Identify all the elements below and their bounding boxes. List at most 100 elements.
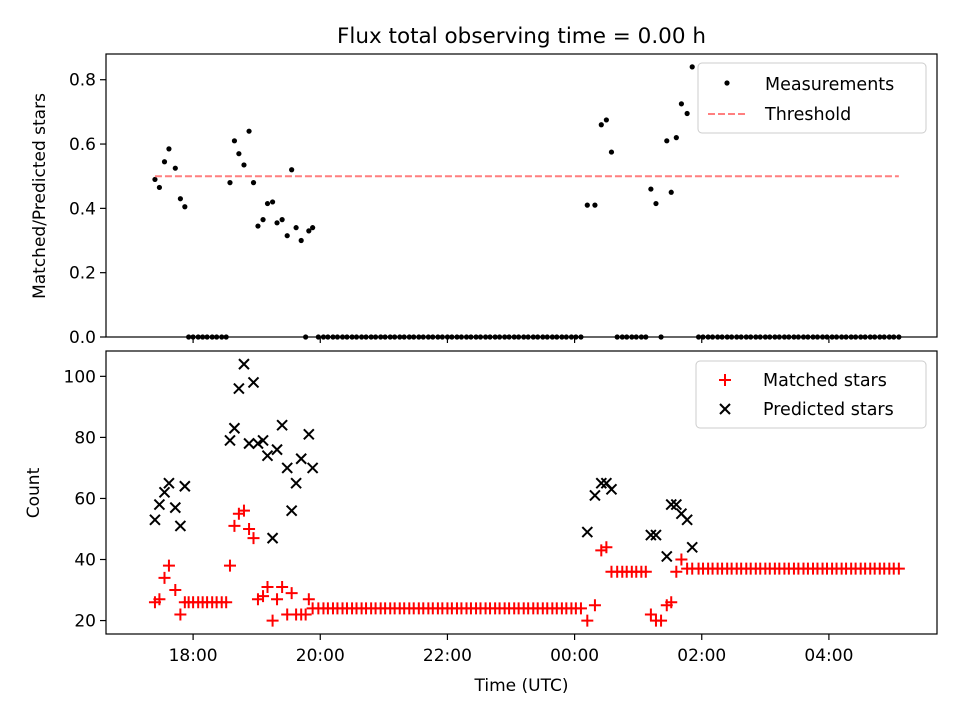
x-tick-label: 18:00 xyxy=(169,646,218,666)
matched-point xyxy=(276,580,289,593)
matched-point xyxy=(285,587,298,600)
top-y-axis-label: Matched/Predicted stars xyxy=(30,93,50,299)
x-tick-label: 02:00 xyxy=(677,646,726,666)
measurement-point xyxy=(161,159,168,165)
top-legend: Measurements Threshold xyxy=(697,62,927,134)
matched-point xyxy=(644,608,657,621)
predicted-point xyxy=(285,504,298,517)
x-tick-label: 00:00 xyxy=(550,646,599,666)
predicted-point xyxy=(153,498,166,511)
measurement-point xyxy=(279,217,285,223)
predicted-point xyxy=(158,486,171,499)
bottom-plot: 20 40 60 80 100 18:00 20:00 22:00 00:00 02:00 04:… xyxy=(24,350,938,696)
matched-point xyxy=(153,593,166,606)
measurement-point xyxy=(177,196,183,202)
predicted-point xyxy=(645,529,657,541)
measurement-point xyxy=(231,138,238,144)
predicted-point xyxy=(169,501,182,514)
measurement-point xyxy=(306,228,312,234)
measurement-point xyxy=(648,186,654,192)
measurement-point xyxy=(172,165,178,171)
bottom-x-axis-label: Time (UTC) xyxy=(474,676,569,696)
predicted-point xyxy=(670,498,683,511)
top-y-ticks: 0.0 0.2 0.4 0.6 0.8 xyxy=(69,71,106,348)
predicted-point xyxy=(266,532,279,544)
predicted-point xyxy=(681,514,693,526)
bottom-x-ticks: 18:00 20:00 22:00 00:00 02:00 04:00 xyxy=(169,634,853,666)
predicted-point xyxy=(290,477,302,489)
x-tick-label: 20:00 xyxy=(296,646,345,666)
y-tick-label: 100 xyxy=(64,367,96,387)
measurement-point xyxy=(673,135,679,141)
matched-point xyxy=(892,562,905,575)
measurement-point xyxy=(293,225,299,231)
legend-measurements-label: Measurements xyxy=(765,75,894,95)
matched-point xyxy=(261,580,274,593)
matched-point xyxy=(162,559,175,572)
series-predicted-stars xyxy=(149,358,698,563)
measurement-point xyxy=(227,180,233,186)
predicted-point xyxy=(233,382,245,395)
matched-point xyxy=(266,614,279,627)
bottom-y-ticks: 20 40 60 80 100 xyxy=(64,367,106,632)
predicted-point xyxy=(163,477,175,489)
predicted-point xyxy=(295,453,307,465)
measurement-point xyxy=(264,200,271,207)
measurement-point xyxy=(598,122,604,128)
top-axes-frame xyxy=(105,53,938,338)
predicted-point xyxy=(589,489,601,502)
y-tick-label: 0.6 xyxy=(69,135,96,155)
y-tick-label: 0.4 xyxy=(69,199,96,219)
measurement-point xyxy=(182,204,188,210)
y-tick-label: 20 xyxy=(74,612,96,632)
measurement-point xyxy=(166,146,172,152)
measurement-point xyxy=(246,128,252,134)
measurement-point xyxy=(664,138,670,144)
predicted-point xyxy=(271,443,283,456)
x-tick-label: 22:00 xyxy=(423,646,472,666)
matched-point xyxy=(302,593,315,606)
measurement-point xyxy=(592,202,598,208)
measurement-point xyxy=(310,225,316,231)
matched-point xyxy=(158,571,171,584)
measurement-point xyxy=(298,237,304,244)
predicted-point xyxy=(306,462,319,474)
matched-point xyxy=(639,565,652,578)
y-tick-label: 0.2 xyxy=(69,264,96,284)
predicted-point xyxy=(149,514,161,526)
legend-predicted-marker xyxy=(719,403,731,415)
y-tick-label: 40 xyxy=(74,551,96,571)
predicted-point xyxy=(228,422,241,434)
matched-point xyxy=(247,532,260,545)
x-tick-label: 04:00 xyxy=(804,646,853,666)
matched-point xyxy=(174,608,187,621)
matched-point xyxy=(243,522,256,535)
predicted-point xyxy=(595,477,608,489)
bottom-y-axis-label: Count xyxy=(24,467,44,518)
predicted-point xyxy=(650,529,662,541)
matched-point xyxy=(574,602,587,615)
matched-point xyxy=(228,519,241,532)
top-title: Flux total observing time = 0.00 h xyxy=(337,24,706,49)
matched-point xyxy=(600,541,613,554)
matched-point xyxy=(675,553,688,566)
matched-point xyxy=(271,593,284,606)
predicted-point xyxy=(174,520,187,532)
matched-point xyxy=(655,614,668,627)
matched-point xyxy=(588,599,601,612)
matched-point xyxy=(670,565,683,578)
y-tick-label: 80 xyxy=(74,428,96,448)
legend-matched-label: Matched stars xyxy=(763,371,887,391)
legend-measurements-marker xyxy=(724,80,730,86)
predicted-point xyxy=(281,462,293,474)
measurement-point xyxy=(289,167,295,173)
measurement-point xyxy=(584,202,590,208)
matched-point xyxy=(223,559,236,572)
predicted-point xyxy=(238,358,250,370)
y-tick-label: 0.8 xyxy=(69,71,96,91)
predicted-point xyxy=(276,419,288,431)
predicted-point xyxy=(179,480,191,492)
bottom-axes-frame xyxy=(105,350,938,635)
measurement-point xyxy=(241,162,247,168)
series-matched-stars xyxy=(148,504,905,627)
